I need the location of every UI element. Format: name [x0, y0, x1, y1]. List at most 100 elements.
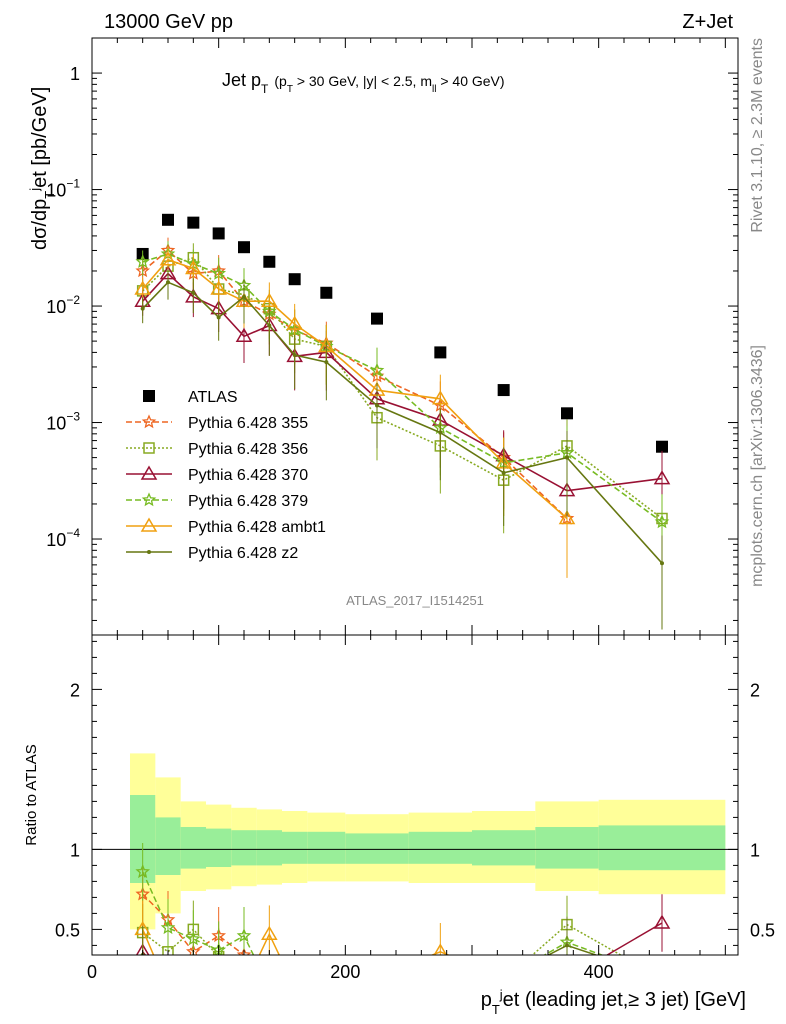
legend-marker: [140, 465, 158, 480]
x-tick-label: 200: [330, 962, 360, 982]
data-point: [162, 213, 174, 226]
ratio-series-line: [142, 922, 663, 955]
uncertainty-band-inner: [206, 828, 232, 867]
uncertainty-band-inner: [472, 830, 536, 866]
data-point: [238, 241, 250, 254]
main-title: Jet pT (pT > 30 GeV, |y| < 2.5, mll > 40 …: [222, 70, 505, 96]
data-point: [558, 510, 576, 525]
data-point: [656, 440, 668, 453]
data-point: [166, 280, 170, 285]
y-tick-label: 10−3: [46, 410, 80, 434]
data-point: [212, 227, 225, 240]
ratio-panel: 0.5 0.5 1 1 2 2 0 200 400 Ratio to ATLAS pTjet (…: [23, 634, 775, 1017]
legend-marker: [140, 517, 158, 532]
main-data: [134, 213, 671, 630]
uncertainty-band-inner: [598, 825, 726, 871]
y-tick-label: 1: [70, 64, 80, 84]
data-point: [261, 292, 278, 307]
series-line: [142, 258, 568, 520]
ratio-point: [185, 931, 201, 946]
ratio-y-tick-label: 1: [70, 840, 80, 860]
ratio-series-5: [140, 916, 599, 955]
data-point: [434, 346, 447, 359]
ratio-point: [261, 925, 278, 940]
main-panel: 10−4 10−3 10−2 10−1 1 dσ/dpTjet [pb/GeV] Jet…: [27, 37, 739, 636]
data-point: [438, 430, 443, 435]
ratio-point: [236, 947, 252, 955]
data-point: [191, 290, 196, 295]
uncertainty-band-inner: [408, 831, 472, 864]
data-point: [565, 455, 569, 460]
data-point: [654, 514, 670, 529]
legend-label: Pythia 6.428 355: [188, 415, 308, 432]
data-point: [660, 561, 664, 566]
ratio-ticks: 0.5 0.5 1 1 2 2 0 200 400: [55, 635, 775, 982]
legend-label: ATLAS: [188, 389, 238, 406]
ratio-y-axis-label: Ratio to ATLAS: [23, 744, 40, 845]
legend-label: Pythia 6.428 z2: [188, 545, 298, 562]
ratio-point: [433, 943, 448, 955]
data-point: [292, 352, 297, 357]
data-point: [187, 216, 200, 229]
y-tick-label: 10−2: [46, 293, 80, 317]
data-point: [267, 323, 272, 328]
legend-marker: [141, 492, 157, 507]
mcplots-label: mcplots.cern.ch [arXiv:1306.3436]: [749, 345, 766, 587]
ratio-bands: [92, 753, 738, 930]
data-point: [242, 294, 246, 299]
data-point: [371, 312, 383, 325]
legend-marker: [143, 442, 155, 454]
ratio-y-tick-label-right: 2: [750, 680, 760, 700]
legend: ATLAS Pythia 6.428 355 Pythia 6.428 356 Pyt…: [126, 389, 326, 562]
series-line: [142, 249, 568, 520]
data-point: [185, 260, 202, 275]
series-0: [136, 213, 668, 453]
data-point: [324, 360, 329, 365]
ratio-point: [135, 864, 151, 879]
y-tick-label: 10−4: [46, 526, 80, 550]
data-point: [210, 280, 227, 295]
legend-label: Pythia 6.428 356: [188, 441, 308, 458]
data-point: [375, 403, 379, 408]
uncertainty-band-inner: [231, 830, 257, 866]
uncertainty-band-inner: [180, 827, 206, 869]
legend-label: Pythia 6.428 379: [188, 493, 308, 510]
ratio-point: [236, 928, 252, 943]
data-point: [561, 407, 573, 420]
series-6: [140, 269, 664, 630]
data-point: [432, 390, 449, 405]
data-point: [159, 251, 177, 266]
main-y-axis-label: dσ/dpTjet [pb/GeV]: [27, 87, 57, 250]
data-point: [497, 384, 510, 397]
data-point: [263, 255, 276, 268]
ratio-y-tick-label: 0.5: [55, 920, 80, 940]
uncertainty-band-inner: [307, 831, 346, 864]
data-point: [288, 273, 301, 286]
data-point: [216, 315, 221, 320]
main-ticks: 10−4 10−3 10−2 10−1 1: [46, 37, 738, 635]
data-point: [135, 254, 151, 268]
ratio-y-tick-label: 2: [70, 680, 80, 700]
x-axis-label: pTjet (leading jet,≥ 3 jet) [GeV]: [481, 987, 746, 1017]
uncertainty-band-inner: [155, 817, 181, 875]
data-point: [134, 280, 151, 295]
legend-marker: [143, 390, 155, 402]
data-point: [235, 327, 253, 343]
uncertainty-band-inner: [256, 830, 282, 866]
legend-marker: [147, 550, 151, 554]
uncertainty-band-inner: [535, 827, 599, 869]
ratio-frame: [91, 634, 739, 956]
ratio-point: [653, 914, 671, 929]
beam-label: 13000 GeV pp: [104, 11, 233, 33]
ratio-point: [160, 920, 176, 935]
y-tick-label: 10−1: [46, 177, 80, 201]
uncertainty-band-inner: [282, 831, 308, 864]
data-point: [501, 470, 506, 475]
data-point: [140, 306, 145, 311]
ratio-y-tick-label-right: 0.5: [750, 920, 775, 940]
ratio-y-tick-label-right: 1: [750, 840, 760, 860]
legend-label: Pythia 6.428 ambt1: [188, 519, 326, 536]
uncertainty-band-inner: [345, 833, 409, 864]
ratio-point: [565, 943, 569, 948]
